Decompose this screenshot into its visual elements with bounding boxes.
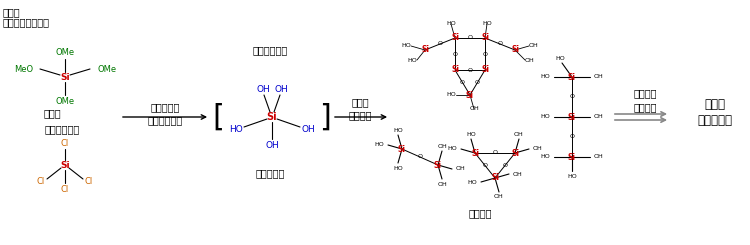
Text: O: O [467,68,472,73]
Text: （加水分解）: （加水分解） [147,115,183,125]
Text: OMe: OMe [97,64,116,74]
Text: HO: HO [407,58,417,62]
Text: Si: Si [60,73,70,82]
Text: OH: OH [274,85,288,94]
Text: Si: Si [267,112,278,122]
Text: HO: HO [230,124,243,134]
Text: O: O [503,163,508,168]
Text: OMe: OMe [56,49,74,58]
Text: Si: Si [511,148,519,158]
Text: 瞬時に: 瞬時に [351,97,369,107]
Text: Si: Si [481,65,489,74]
Text: Si: Si [568,152,576,161]
Text: Cl: Cl [61,139,69,148]
Text: O: O [418,155,422,159]
Text: OMe: OMe [56,97,74,106]
Text: 脱水縮合: 脱水縮合 [633,102,657,112]
Text: Si: Si [421,46,429,54]
Text: O: O [460,80,465,85]
Text: HO: HO [446,93,456,98]
Text: Si: Si [568,73,576,82]
Text: OH: OH [266,140,279,149]
Text: O: O [467,36,472,40]
Text: [: [ [212,102,224,132]
Text: HO: HO [393,166,403,171]
Text: HO: HO [446,22,456,26]
Text: ]: ] [319,102,331,132]
Text: Si: Si [511,46,519,54]
Text: OH: OH [594,74,604,79]
Text: O: O [482,163,488,168]
Text: O: O [437,41,442,47]
Text: HO: HO [540,114,550,120]
Text: Cl: Cl [85,177,93,186]
Text: O: O [482,51,488,57]
Text: OH: OH [594,114,604,120]
Text: O: O [569,135,574,139]
Text: OH: OH [513,172,523,176]
Text: Si: Si [398,145,406,154]
Text: OH: OH [594,155,604,159]
Text: OH: OH [529,44,538,49]
Text: 四塩化ケイ素: 四塩化ケイ素 [45,124,80,134]
Text: OH: OH [456,167,466,172]
Text: Si: Si [451,65,459,74]
Text: O: O [569,95,574,99]
Text: HO: HO [482,22,492,26]
Text: テトラ: テトラ [3,7,21,17]
Text: 脱水縮合: 脱水縮合 [348,110,372,120]
Text: 水との反応: 水との反応 [150,102,180,112]
Text: HO: HO [374,143,384,147]
Text: OH: OH [301,124,315,134]
Text: OH: OH [533,147,543,151]
Text: HO: HO [401,44,411,49]
Text: ガラス: ガラス [704,98,725,111]
Text: Cl: Cl [61,184,69,194]
Text: さらなる: さらなる [633,88,657,98]
Text: HO: HO [555,56,565,61]
Text: Si: Si [471,148,479,158]
Text: HO: HO [467,180,477,184]
Text: O: O [497,41,502,47]
Text: OH: OH [525,58,535,62]
Text: OH: OH [514,133,523,137]
Text: 種類無限: 種類無限 [468,208,492,218]
Text: （シリカ）: （シリカ） [698,114,733,127]
Text: アルコキシシラン: アルコキシシラン [3,17,50,27]
Text: または: または [44,108,61,118]
Text: OH: OH [494,194,504,198]
Text: HO: HO [393,127,403,133]
Text: OH: OH [437,182,447,186]
Text: オルトケイ酸: オルトケイ酸 [252,45,288,55]
Text: Cl: Cl [37,177,45,186]
Text: HO: HO [466,133,476,137]
Text: OH: OH [470,107,478,111]
Text: O: O [475,80,480,85]
Text: Si: Si [481,34,489,42]
Text: HO: HO [540,155,550,159]
Text: Si: Si [434,160,442,170]
Text: Si: Si [60,160,70,170]
Text: OH: OH [437,144,447,148]
Text: Si: Si [466,90,474,99]
Text: O: O [493,150,497,156]
Text: HO: HO [540,74,550,79]
Text: Si: Si [491,173,499,183]
Text: Si: Si [451,34,459,42]
Text: 短時間存在: 短時間存在 [255,168,285,178]
Text: HO: HO [567,173,577,179]
Text: Si: Si [568,112,576,122]
Text: O: O [452,51,458,57]
Text: HO: HO [447,147,457,151]
Text: OH: OH [256,85,270,94]
Text: MeO: MeO [13,64,33,74]
